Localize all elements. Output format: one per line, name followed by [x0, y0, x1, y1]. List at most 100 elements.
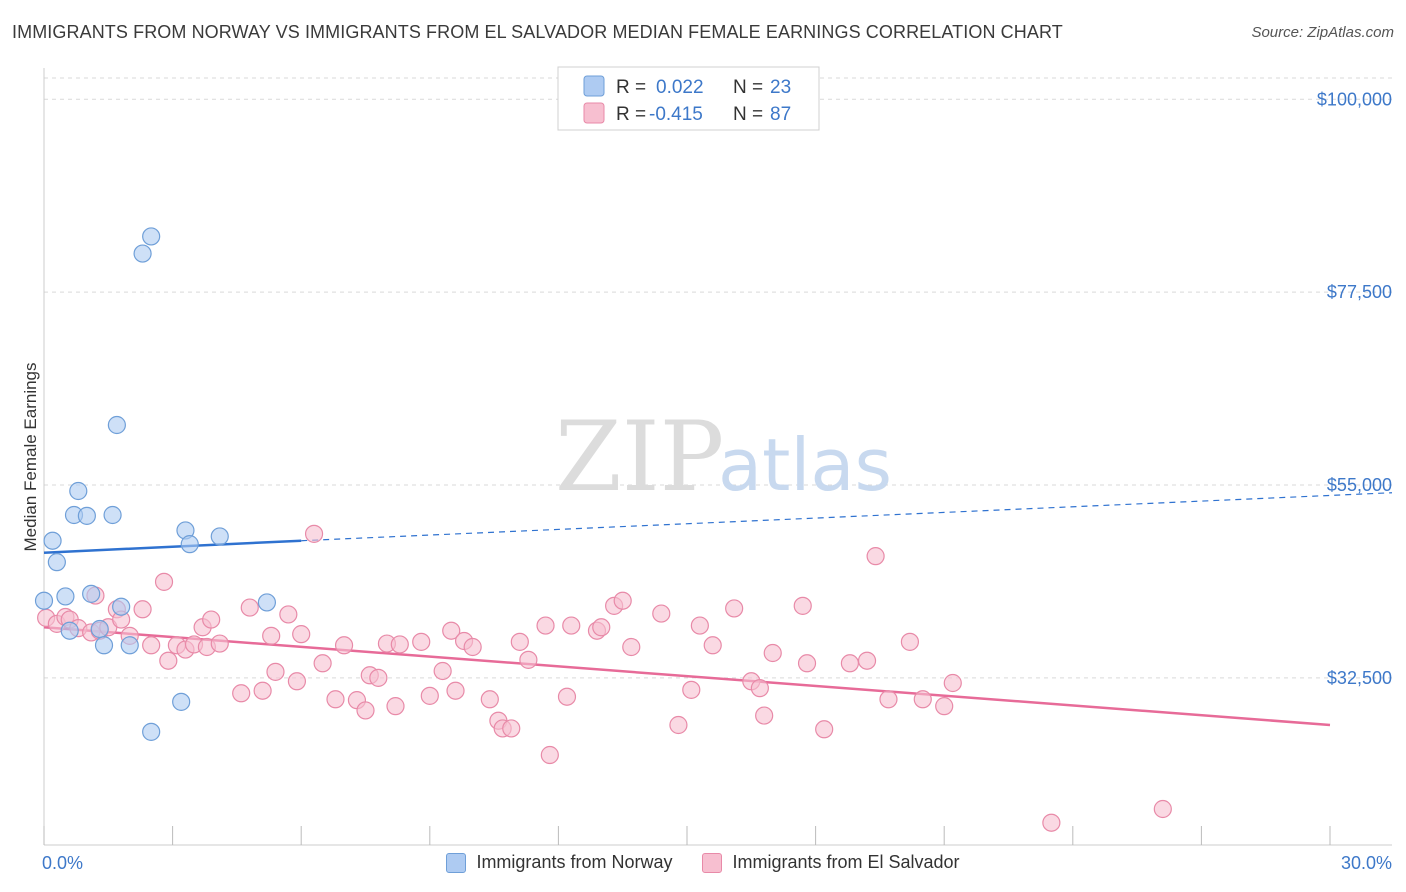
norway-point — [107, 415, 126, 435]
axes — [43, 68, 1392, 846]
legend-swatch-salvador — [583, 102, 605, 124]
norway-point — [82, 584, 101, 603]
watermark: ZIP atlas — [555, 401, 892, 513]
salvador-point — [240, 598, 259, 617]
salvador-point — [943, 673, 962, 693]
salvador-point — [480, 690, 499, 709]
norway-point — [94, 636, 114, 655]
salvador-point — [463, 637, 482, 657]
norway-point — [180, 535, 199, 554]
watermark-zip: ZIP — [555, 401, 724, 513]
salvador-point — [369, 668, 388, 687]
salvador-point — [613, 591, 632, 610]
norway-point — [60, 621, 79, 640]
salvador-point — [557, 687, 577, 706]
data-points — [34, 227, 1172, 832]
salvador-point — [935, 697, 954, 716]
salvador-point — [326, 690, 345, 709]
y-tick-label: $55,000 — [1327, 475, 1392, 495]
legend-n-value: 23 — [770, 77, 791, 98]
y-axis-label: Median Female Earnings — [21, 363, 40, 552]
salvador-point — [682, 680, 701, 699]
salvador-point — [1042, 813, 1061, 832]
salvador-point — [840, 654, 859, 673]
norway-point — [90, 619, 109, 639]
y-tick-labels: $32,500 $55,000 $77,500 $100,000 — [1317, 89, 1392, 688]
salvador-point — [142, 636, 161, 655]
salvador-point — [750, 679, 769, 698]
legend-n-label: N = — [733, 77, 763, 98]
salvador-point — [540, 745, 559, 765]
norway-trend-line — [43, 539, 302, 554]
salvador-point — [159, 651, 178, 670]
salvador-point — [262, 626, 281, 645]
salvador-point — [866, 547, 885, 566]
norway-point — [120, 636, 139, 655]
chart-title: IMMIGRANTS FROM NORWAY VS IMMIGRANTS FRO… — [12, 22, 1063, 42]
salvador-point — [446, 681, 465, 700]
salvador-point — [334, 636, 354, 655]
legend: R = 0.022 N = 23 R = -0.415 N = 87 — [557, 66, 820, 131]
bottom-legend-label: Immigrants from El Salvador — [732, 852, 960, 872]
salvador-point — [755, 706, 774, 725]
norway-point — [142, 722, 161, 741]
salvador-point — [879, 690, 898, 709]
norway-point — [133, 244, 152, 263]
salvador-point — [900, 632, 920, 651]
y-tick-label: $100,000 — [1317, 89, 1392, 109]
norway-point — [56, 587, 75, 606]
source-label: Source: ZipAtlas.com — [1251, 24, 1394, 41]
salvador-point — [1153, 799, 1172, 819]
salvador-point — [562, 616, 581, 635]
bottom-legend-swatch-salvador — [702, 852, 723, 873]
norway-point — [257, 593, 277, 612]
norway-point — [43, 531, 62, 550]
salvador-point — [669, 715, 688, 735]
salvador-point — [815, 720, 834, 739]
norway-point — [34, 591, 54, 610]
salvador-point — [154, 572, 174, 591]
salvador-point — [287, 672, 307, 691]
x-tick-labels: 0.0% 30.0% — [42, 853, 1392, 873]
norway-point — [210, 527, 229, 546]
salvador-point — [202, 610, 221, 629]
bottom-legend-label: Immigrants from Norway — [476, 852, 673, 872]
norway-point — [47, 553, 66, 572]
y-tick-label: $77,500 — [1327, 282, 1392, 302]
legend-r-value: -0.415 — [649, 104, 703, 125]
salvador-point — [857, 651, 877, 670]
salvador-point — [913, 690, 932, 709]
salvador-point — [510, 632, 529, 651]
salvador-point — [210, 634, 229, 653]
salvador-point — [725, 599, 744, 618]
salvador-point — [519, 650, 538, 669]
salvador-point — [292, 625, 311, 644]
salvador-trend-line — [43, 626, 1331, 727]
salvador-point — [386, 697, 405, 716]
legend-r-label: R = — [616, 104, 646, 125]
bottom-legend-swatch-norway — [446, 852, 467, 873]
legend-r-label: R = — [616, 77, 646, 98]
norway-point — [142, 227, 161, 246]
salvador-point — [133, 600, 152, 619]
salvador-point — [652, 604, 671, 623]
norway-point — [77, 506, 96, 525]
legend-n-value: 87 — [770, 104, 791, 125]
bottom-legend: Immigrants from Norway Immigrants from E… — [0, 852, 1406, 873]
bottom-legend-item-salvador: Immigrants from El Salvador — [702, 852, 960, 873]
bottom-legend-item-norway: Immigrants from Norway — [446, 852, 672, 873]
salvador-point — [313, 654, 332, 673]
norway-point — [112, 597, 131, 616]
trend-lines — [43, 492, 1393, 727]
salvador-point — [232, 684, 251, 703]
x-tick-label: 0.0% — [42, 853, 83, 873]
salvador-point — [622, 637, 641, 657]
salvador-point — [797, 654, 817, 673]
salvador-point — [356, 701, 375, 720]
salvador-point — [690, 616, 709, 635]
gridlines — [44, 77, 1392, 679]
legend-r-value: 0.022 — [656, 77, 704, 98]
legend-n-label: N = — [733, 104, 763, 125]
norway-point — [103, 505, 122, 525]
salvador-point — [390, 635, 409, 654]
